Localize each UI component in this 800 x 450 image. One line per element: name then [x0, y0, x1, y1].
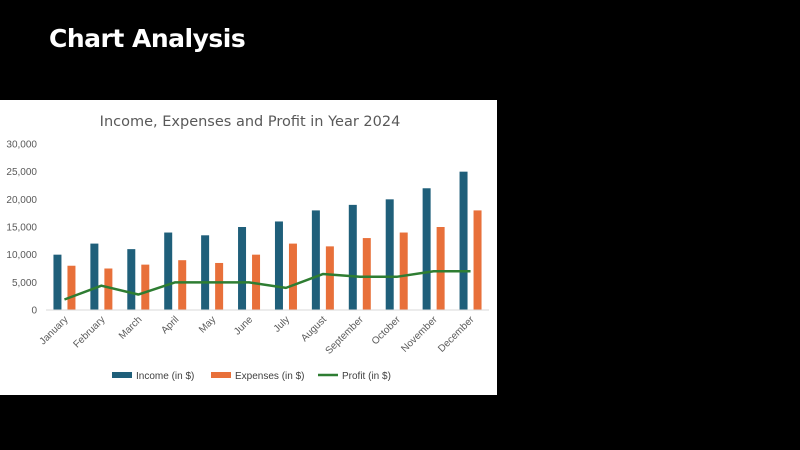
- bar-income: [127, 249, 136, 310]
- line-group: [64, 270, 471, 301]
- bar-expenses: [325, 246, 334, 310]
- chart-title: Income, Expenses and Profit in Year 2024: [100, 114, 401, 130]
- bar-income: [53, 254, 62, 310]
- profit-line: [64, 270, 471, 301]
- y-tick-label: 20,000: [6, 195, 37, 206]
- x-tick-label: June: [232, 314, 255, 337]
- x-tick-label: May: [197, 314, 218, 335]
- legend-label: Income (in $): [136, 371, 194, 382]
- y-tick-label: 30,000: [6, 140, 37, 151]
- bar-income: [238, 227, 247, 310]
- bar-group: [53, 171, 482, 310]
- legend-label: Profit (in $): [342, 371, 391, 382]
- y-axis: 0 5,000 10,000 15,000 20,000 25,000 30,000: [6, 140, 37, 317]
- bar-expenses: [399, 232, 408, 310]
- y-tick-label: 25,000: [6, 167, 37, 178]
- x-tick-label: January: [38, 314, 71, 347]
- x-tick-label: April: [159, 314, 181, 336]
- y-tick-label: 15,000: [6, 223, 37, 234]
- bar-income: [348, 204, 357, 310]
- bar-expenses: [67, 265, 76, 310]
- chart-svg: Income, Expenses and Profit in Year 2024…: [6, 114, 489, 382]
- x-tick-label: February: [71, 314, 107, 350]
- legend-label: Expenses (in $): [235, 371, 304, 382]
- bar-income: [385, 199, 394, 310]
- bar-income: [459, 171, 468, 310]
- bar-expenses: [288, 243, 297, 310]
- bar-income: [422, 188, 431, 310]
- x-tick-label: March: [117, 314, 144, 341]
- bar-income: [90, 243, 99, 310]
- x-tick-label: July: [272, 314, 292, 334]
- slide-title: Chart Analysis: [49, 24, 246, 53]
- bar-expenses: [104, 268, 113, 310]
- chart-panel: Income, Expenses and Profit in Year 2024…: [0, 100, 497, 395]
- x-tick-label: October: [370, 314, 403, 347]
- x-tick-label: November: [399, 314, 440, 355]
- y-tick-label: 0: [31, 306, 37, 317]
- x-tick-label: August: [299, 314, 329, 344]
- bar-expenses: [436, 227, 445, 310]
- bar-expenses: [473, 210, 482, 310]
- y-tick-label: 5,000: [12, 278, 37, 289]
- bar-income: [274, 221, 283, 310]
- bar-expenses: [141, 264, 150, 310]
- x-tick-label: September: [324, 314, 367, 357]
- bar-income: [311, 210, 320, 310]
- legend: Income (in $) Expenses (in $) Profit (in $…: [112, 371, 391, 382]
- y-tick-label: 10,000: [6, 250, 37, 261]
- bar-expenses: [362, 238, 371, 310]
- legend-swatch: [211, 372, 231, 378]
- legend-swatch: [112, 372, 132, 378]
- bar-income: [201, 235, 210, 310]
- bar-income: [164, 232, 173, 310]
- x-tick-label: December: [436, 314, 477, 355]
- bar-expenses: [178, 260, 187, 310]
- bar-expenses: [215, 262, 224, 310]
- x-axis: January February March April May June July Augu…: [38, 309, 489, 357]
